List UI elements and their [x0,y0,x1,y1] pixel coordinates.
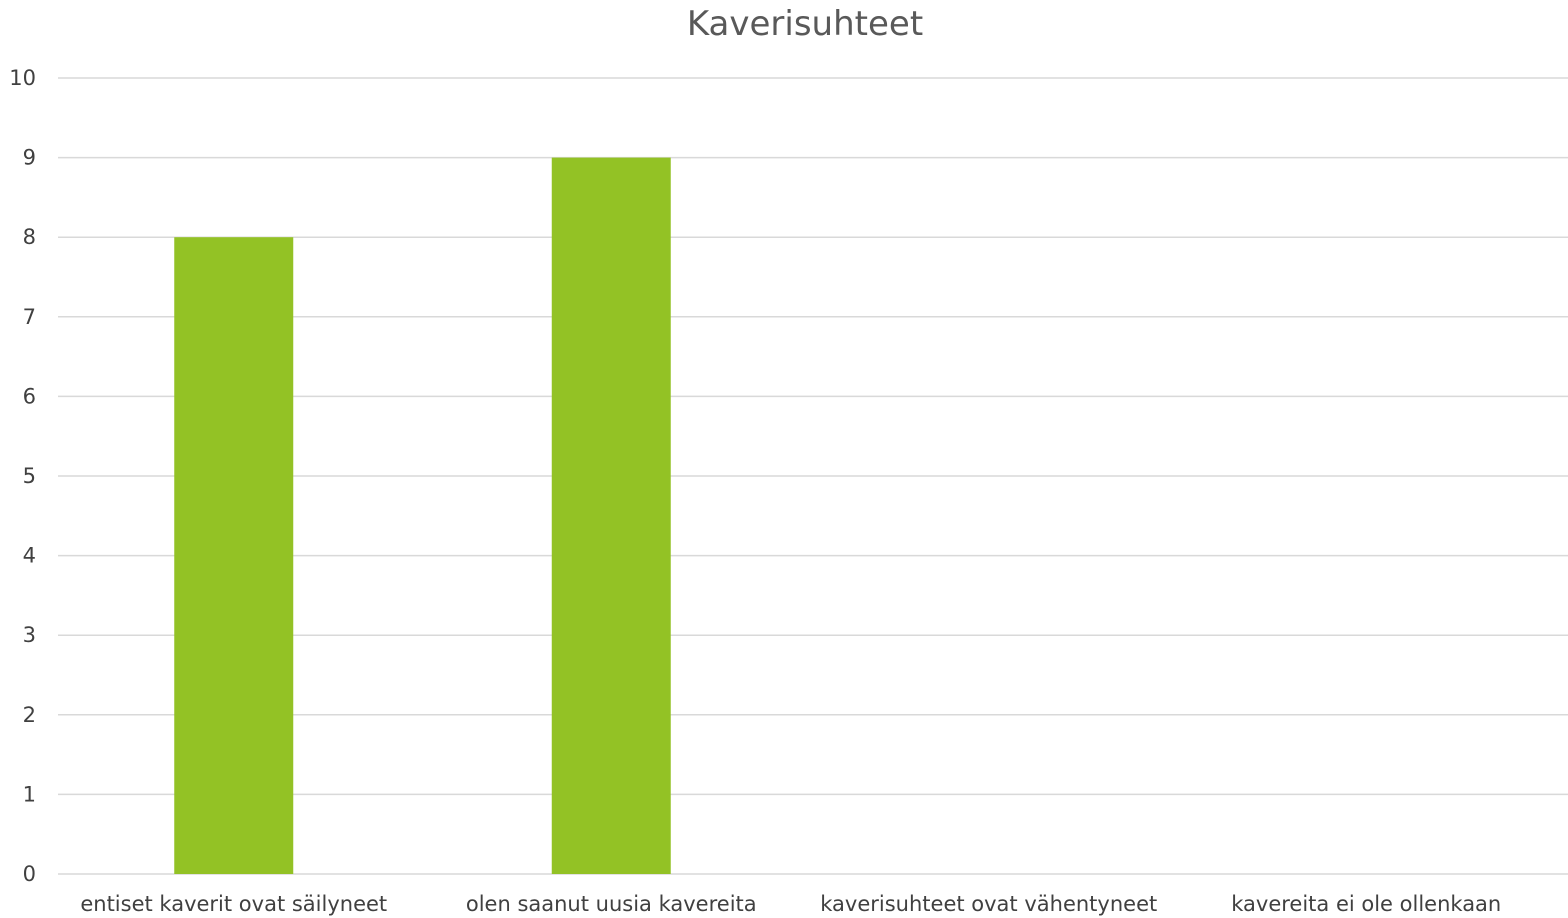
y-tick-label: 6 [23,384,36,408]
x-category-label: kaverisuhteet ovat vähentyneet [820,892,1157,916]
gridlines [58,77,1568,875]
y-tick-label: 8 [23,225,36,249]
x-category-label: kavereita ei ole ollenkaan [1231,892,1501,916]
y-axis-ticks: 0 1 2 3 4 5 6 7 8 9 10 [9,66,36,886]
bar-1 [551,157,671,875]
bars [174,157,671,875]
y-tick-label: 4 [23,544,36,568]
x-axis-labels: entiset kaverit ovat säilyneet olen saanu… [80,892,1501,916]
y-tick-label: 5 [23,464,36,488]
y-tick-label: 9 [23,146,36,170]
y-tick-label: 0 [23,862,36,886]
x-category-label: entiset kaverit ovat säilyneet [80,892,387,916]
y-tick-label: 1 [23,782,36,806]
y-tick-label: 3 [23,623,36,647]
bar-0 [174,237,294,874]
x-category-label: olen saanut uusia kavereita [466,892,757,916]
chart-title: Kaverisuhteet [687,4,923,44]
y-tick-label: 10 [9,66,36,90]
y-tick-label: 2 [23,703,36,727]
y-tick-label: 7 [23,305,36,329]
